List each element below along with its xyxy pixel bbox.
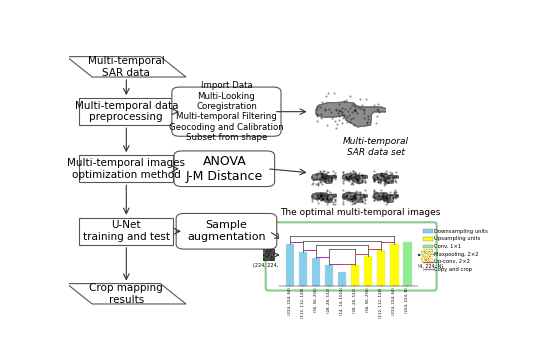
- FancyBboxPatch shape: [79, 218, 173, 245]
- Bar: [424, 229, 433, 233]
- Polygon shape: [67, 56, 186, 77]
- FancyBboxPatch shape: [79, 98, 173, 125]
- Bar: [424, 245, 433, 248]
- FancyBboxPatch shape: [79, 155, 173, 183]
- FancyBboxPatch shape: [266, 222, 437, 291]
- Text: Multi-temporal data
preprocessing: Multi-temporal data preprocessing: [75, 101, 178, 122]
- Text: Multi-temporal images
optimization method: Multi-temporal images optimization metho…: [67, 158, 185, 180]
- Text: Upsampling units: Upsampling units: [434, 237, 481, 241]
- Text: The optimal multi-temporal images: The optimal multi-temporal images: [280, 208, 441, 217]
- FancyBboxPatch shape: [172, 87, 281, 136]
- Text: Sample
augmentation: Sample augmentation: [187, 221, 266, 242]
- Text: Import Data
Multi-Looking
Coregistration
Multi-temporal Filtering
Geocoding and : Import Data Multi-Looking Coregistration…: [169, 81, 284, 142]
- Bar: [424, 237, 433, 240]
- Text: U-Net
training and test: U-Net training and test: [83, 221, 170, 242]
- FancyBboxPatch shape: [174, 151, 274, 186]
- Text: Copy and crop: Copy and crop: [434, 267, 472, 272]
- Text: Conv. 1×1: Conv. 1×1: [434, 244, 461, 249]
- Text: Up-conv, 2×2: Up-conv, 2×2: [434, 259, 470, 264]
- Text: Multi-temporal
SAR data: Multi-temporal SAR data: [88, 56, 164, 78]
- Text: Multi-temporal
SAR data set: Multi-temporal SAR data set: [343, 137, 409, 157]
- Text: ANOVA
J-M Distance: ANOVA J-M Distance: [186, 155, 263, 183]
- Text: Crop mapping
results: Crop mapping results: [90, 283, 163, 305]
- Text: (224, 224, N): (224, 224, N): [411, 264, 443, 269]
- FancyBboxPatch shape: [176, 214, 277, 249]
- Text: Downsampling units: Downsampling units: [434, 229, 488, 234]
- Polygon shape: [67, 283, 186, 304]
- Text: Maxpooling, 2×2: Maxpooling, 2×2: [434, 252, 479, 257]
- Text: (224, 224, 6): (224, 224, 6): [253, 263, 284, 268]
